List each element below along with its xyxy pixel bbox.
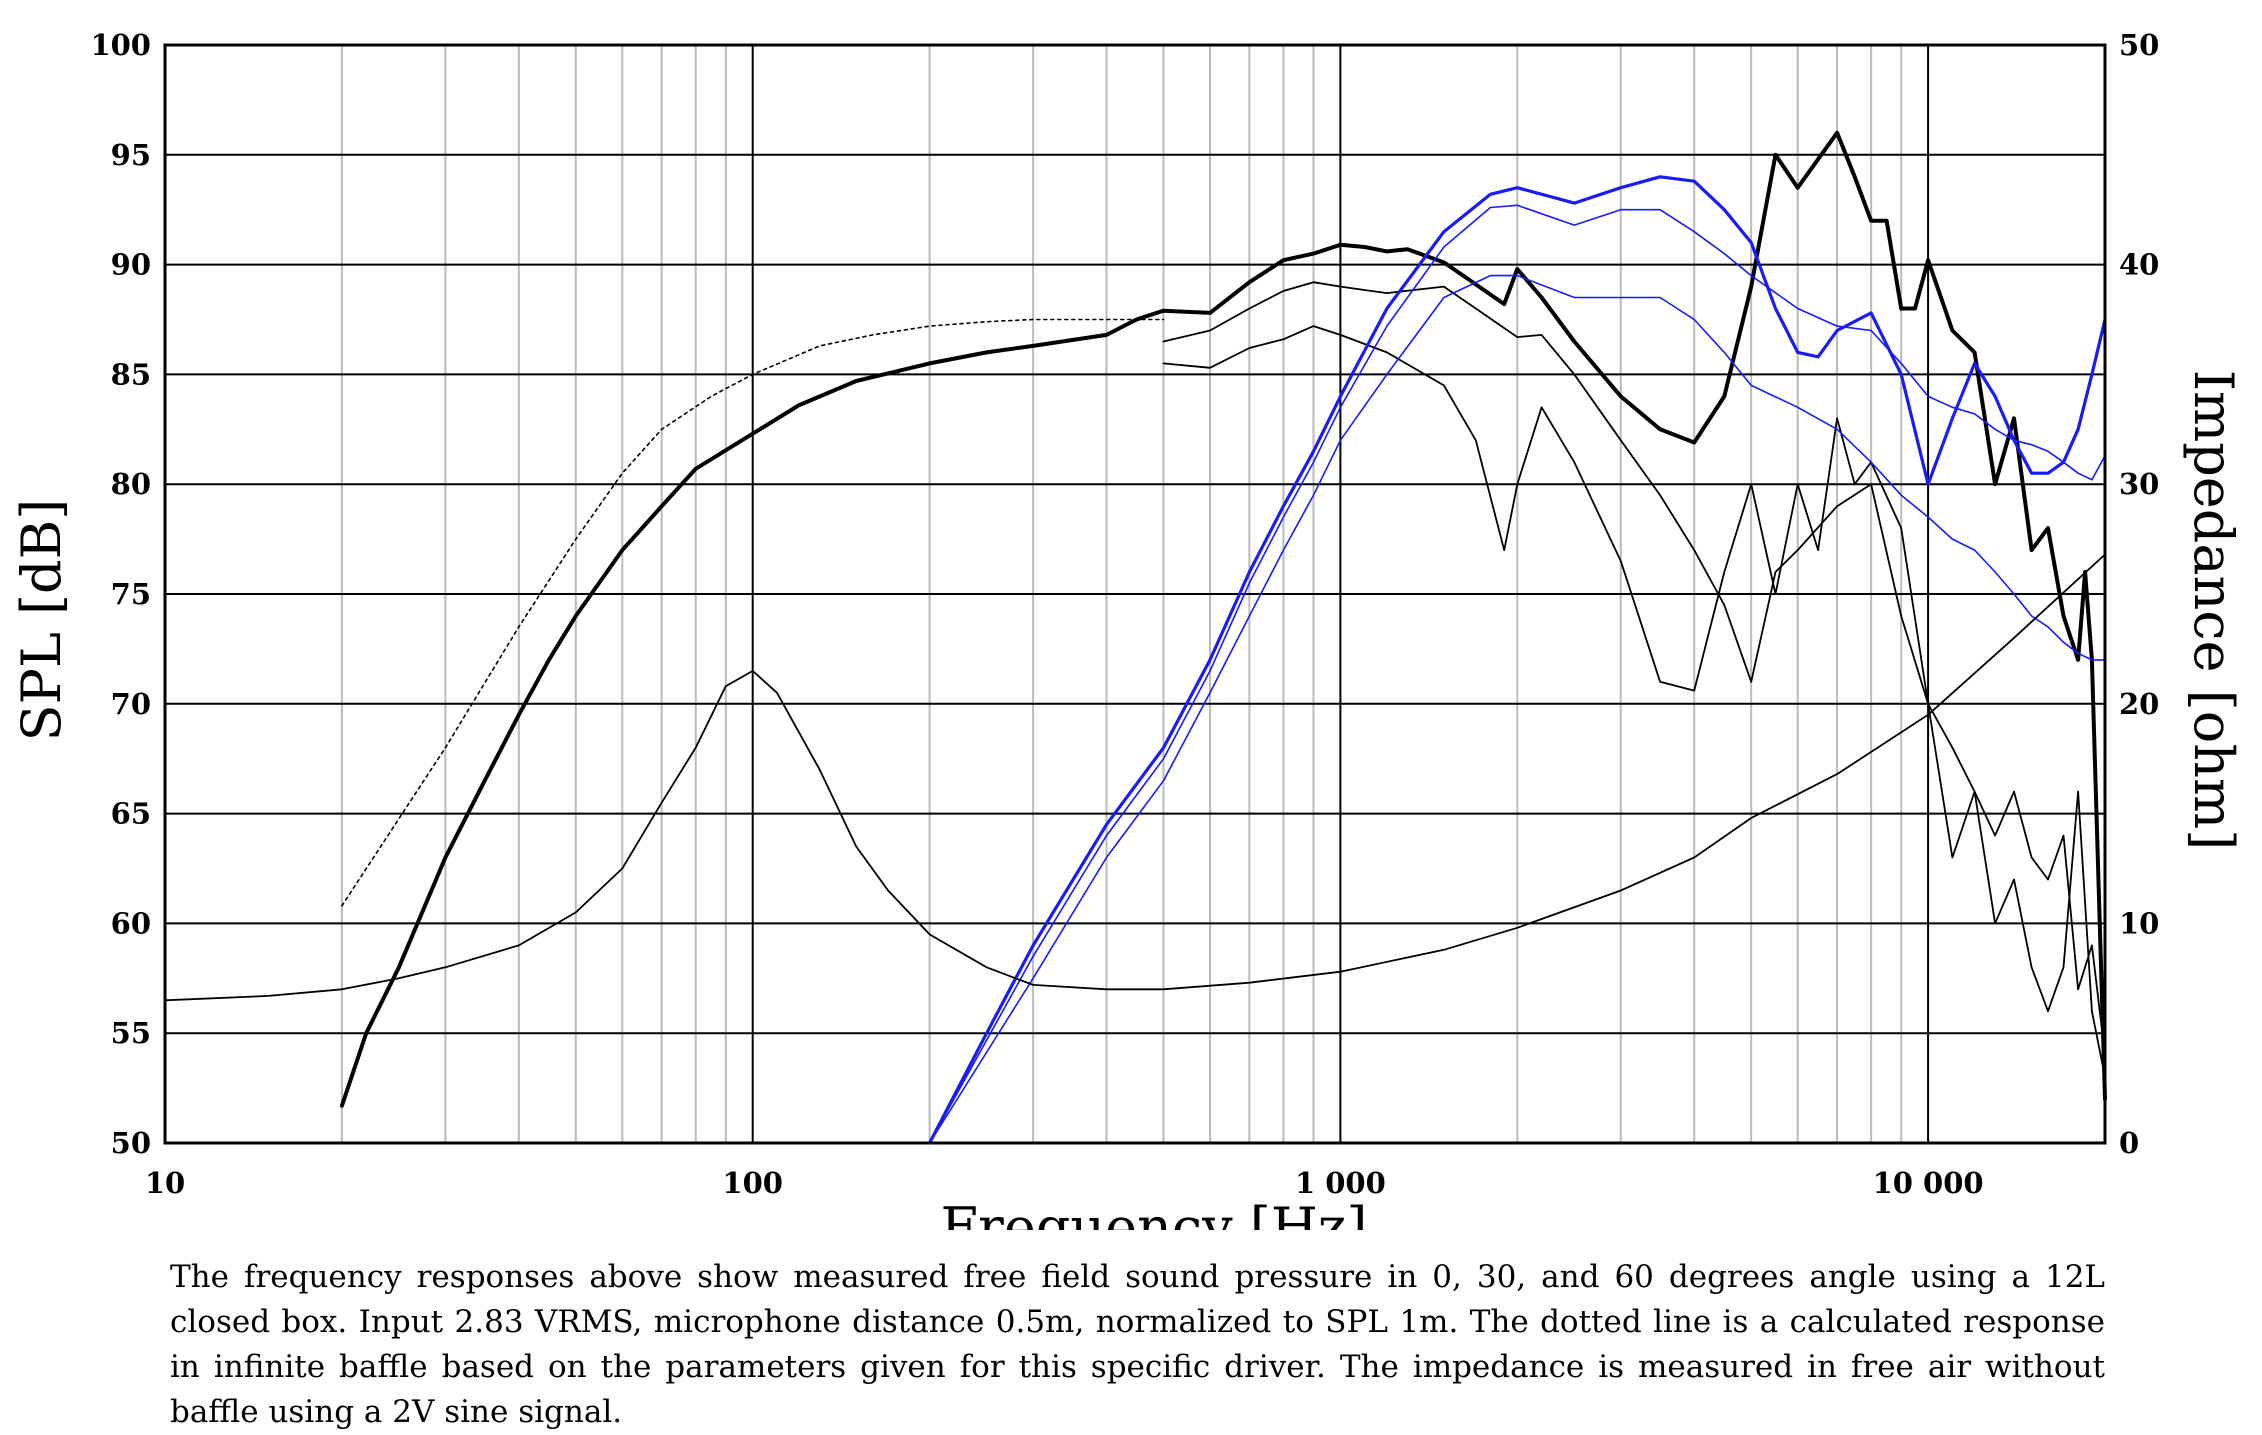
y2-tick-label: 50 <box>2119 28 2159 62</box>
series-line-2 <box>339 130 2107 1108</box>
y-tick-label: 95 <box>111 138 151 172</box>
y-tick-label: 70 <box>111 687 151 721</box>
y-axis-left-label: SPL [dB] <box>10 499 73 742</box>
y-tick-label: 85 <box>111 357 151 391</box>
y-tick-label: 75 <box>111 577 151 611</box>
x-tick-label: 10 <box>145 1166 185 1200</box>
y2-tick-label: 0 <box>2119 1126 2139 1160</box>
x-axis-label: Frequency [Hz] <box>941 1196 1368 1230</box>
y-tick-label: 60 <box>111 906 151 940</box>
x-tick-label: 10 000 <box>1873 1166 1984 1200</box>
series-line-4 <box>1162 325 2106 1078</box>
series-line-1 <box>341 318 1165 907</box>
y2-tick-label: 30 <box>2119 467 2159 501</box>
series-line-8 <box>164 553 2106 1002</box>
x-tick-label: 1 000 <box>1295 1166 1386 1200</box>
y-tick-label: 55 <box>111 1016 151 1050</box>
series-line-6 <box>928 204 2106 1144</box>
plot-frame <box>163 43 2107 1145</box>
x-axis-ticks: 10 100 1 000 10 000 <box>145 1166 1984 1200</box>
y2-tick-label: 10 <box>2119 906 2159 940</box>
chart-grid <box>164 44 2105 1144</box>
y-tick-label: 100 <box>90 28 151 62</box>
y2-tick-label: 40 <box>2119 248 2159 282</box>
y-tick-label: 80 <box>111 467 151 501</box>
y-axis-left-ticks: 50 55 60 65 70 75 80 85 90 95 100 <box>90 28 151 1160</box>
x-tick-label: 100 <box>722 1166 783 1200</box>
y-tick-label: 90 <box>111 248 151 282</box>
y-tick-label: 50 <box>111 1126 151 1160</box>
series-line-7 <box>928 274 2106 1144</box>
y-tick-label: 65 <box>111 797 151 831</box>
y-axis-right-ticks: 0 10 20 30 40 50 <box>2119 28 2159 1160</box>
chart-caption: The frequency responses above show measu… <box>170 1259 2105 1430</box>
chart-series <box>164 130 2107 1145</box>
series-line-3 <box>1162 281 2106 1057</box>
y-axis-right-label: Impedance [ohm] <box>2182 370 2245 851</box>
y2-tick-label: 20 <box>2119 687 2159 721</box>
